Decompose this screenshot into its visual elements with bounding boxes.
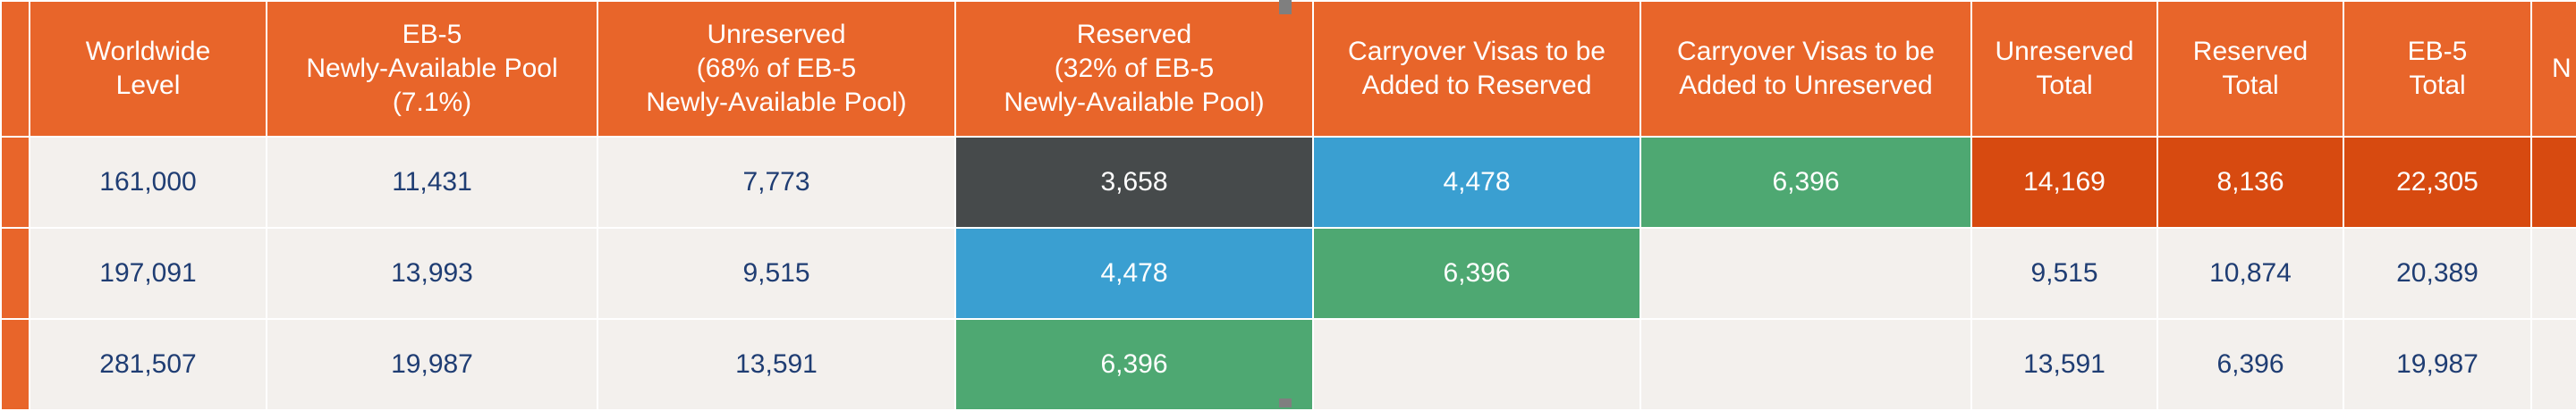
- row-edge-cell: [0, 227, 30, 320]
- table-cell[interactable]: 3,658: [954, 136, 1314, 229]
- table-cell[interactable]: [2530, 136, 2576, 229]
- header-carryover-reserved[interactable]: Carryover Visas to be Added to Reserved: [1312, 0, 1641, 138]
- header-line: Unreserved: [1995, 37, 2134, 66]
- header-reserved-total[interactable]: Reserved Total: [2157, 0, 2344, 138]
- header-reserved[interactable]: Reserved (32% of EB-5 Newly-Available Po…: [954, 0, 1314, 138]
- table-cell[interactable]: 281,507: [29, 318, 267, 411]
- header-line: Newly-Available Pool): [1004, 88, 1265, 117]
- header-row: Worldwide Level EB-5 Newly-Available Poo…: [0, 0, 2576, 138]
- table-cell[interactable]: 22,305: [2343, 136, 2532, 229]
- header-line: Total: [2409, 71, 2466, 100]
- row-edge-cell: [0, 136, 30, 229]
- header-line: Newly-Available Pool): [646, 88, 907, 117]
- header-line: Worldwide: [85, 37, 211, 66]
- header-line: (7.1%): [392, 88, 472, 117]
- header-edge-cell: [0, 0, 30, 138]
- table-cell[interactable]: 6,396: [2157, 318, 2344, 411]
- header-eb5-total[interactable]: EB-5 Total: [2343, 0, 2532, 138]
- table-cell[interactable]: [2530, 318, 2576, 411]
- header-line: Newly-Available Pool: [306, 54, 558, 83]
- header-line: Level: [115, 71, 181, 100]
- table-cell[interactable]: 7,773: [597, 136, 956, 229]
- resize-handle[interactable]: [1279, 0, 1292, 14]
- table-row: 161,000 11,431 7,773 3,658 4,478 6,396 1…: [0, 136, 2576, 229]
- table-cell[interactable]: 8,136: [2157, 136, 2344, 229]
- header-truncated[interactable]: N: [2530, 0, 2576, 138]
- table-cell[interactable]: 13,591: [1970, 318, 2158, 411]
- table-cell[interactable]: 6,396: [1312, 227, 1641, 320]
- header-unreserved[interactable]: Unreserved (68% of EB-5 Newly-Available …: [597, 0, 956, 138]
- table-cell[interactable]: 4,478: [954, 227, 1314, 320]
- table-cell[interactable]: 161,000: [29, 136, 267, 229]
- table-cell[interactable]: [1312, 318, 1641, 411]
- header-eb5-pool[interactable]: EB-5 Newly-Available Pool (7.1%): [266, 0, 598, 138]
- table-cell[interactable]: 19,987: [266, 318, 598, 411]
- header-line: EB-5: [402, 20, 462, 49]
- header-line: Carryover Visas to be: [1677, 37, 1935, 66]
- header-line: EB-5: [2407, 37, 2468, 66]
- table-cell[interactable]: 9,515: [1970, 227, 2158, 320]
- table-cell[interactable]: 197,091: [29, 227, 267, 320]
- resize-handle[interactable]: [1279, 398, 1292, 407]
- table-row: 197,091 13,993 9,515 4,478 6,396 9,515 1…: [0, 227, 2576, 320]
- table-cell[interactable]: 10,874: [2157, 227, 2344, 320]
- header-line: N: [2552, 54, 2572, 83]
- header-unreserved-total[interactable]: Unreserved Total: [1970, 0, 2158, 138]
- table-cell[interactable]: 11,431: [266, 136, 598, 229]
- header-line: Total: [2036, 71, 2093, 100]
- header-worldwide-level[interactable]: Worldwide Level: [29, 0, 267, 138]
- table-cell[interactable]: 9,515: [597, 227, 956, 320]
- table-cell[interactable]: 13,591: [597, 318, 956, 411]
- table-cell[interactable]: [1640, 318, 1972, 411]
- header-line: Reserved: [2192, 37, 2309, 66]
- table-cell[interactable]: 13,993: [266, 227, 598, 320]
- table-cell[interactable]: 14,169: [1970, 136, 2158, 229]
- table-cell[interactable]: 6,396: [1640, 136, 1972, 229]
- row-edge-cell: [0, 318, 30, 411]
- header-line: Unreserved: [707, 20, 846, 49]
- header-line: Total: [2222, 71, 2279, 100]
- table-cell[interactable]: 6,396: [954, 318, 1314, 411]
- table-cell[interactable]: 4,478: [1312, 136, 1641, 229]
- header-line: Reserved: [1076, 20, 1192, 49]
- table-row: 281,507 19,987 13,591 6,396 13,591 6,396…: [0, 318, 2576, 411]
- table-cell[interactable]: 20,389: [2343, 227, 2532, 320]
- table-cell[interactable]: [2530, 227, 2576, 320]
- header-line: Added to Reserved: [1361, 71, 1592, 100]
- table-cell[interactable]: 19,987: [2343, 318, 2532, 411]
- table-cell[interactable]: [1640, 227, 1972, 320]
- header-line: Added to Unreserved: [1679, 71, 1933, 100]
- header-line: Carryover Visas to be: [1348, 37, 1606, 66]
- header-line: (32% of EB-5: [1054, 54, 1215, 83]
- header-carryover-unreserved[interactable]: Carryover Visas to be Added to Unreserve…: [1640, 0, 1972, 138]
- header-line: (68% of EB-5: [696, 54, 857, 83]
